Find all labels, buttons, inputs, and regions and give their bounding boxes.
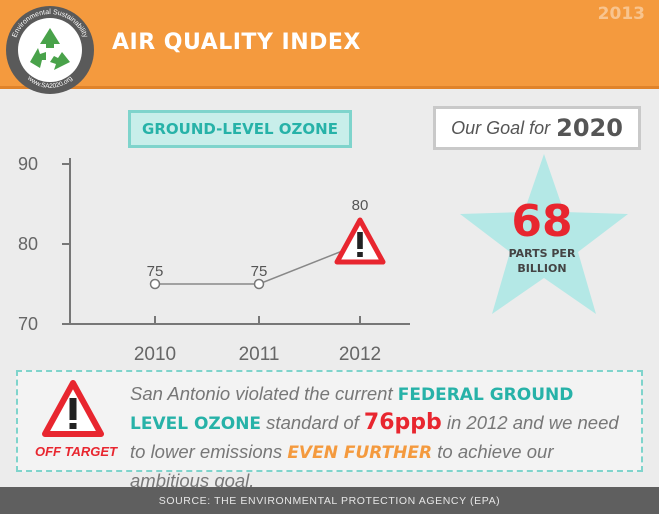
page-title: AIR QUALITY INDEX <box>112 30 361 55</box>
note-text-part4: to achieve our ambitious goal. <box>130 441 554 491</box>
chart-title-box: GROUND-LEVEL OZONE <box>128 110 352 148</box>
footer-source-bar: SOURCE: THE ENVIRONMENTAL PROTECTION AGE… <box>0 487 659 514</box>
chart-title: GROUND-LEVEL OZONE <box>142 120 338 138</box>
goal-unit: PARTS PER BILLION <box>490 246 594 276</box>
header-banner: 2013 AIR QUALITY INDEX <box>0 0 659 89</box>
report-year: 2013 <box>597 4 645 24</box>
note-text-part3: in 2012 and we need to lower emissions <box>130 412 619 462</box>
x-tick-label: 2010 <box>134 344 176 365</box>
note-text-part1: San Antonio violated the current <box>130 383 398 404</box>
data-label: 80 <box>352 197 369 214</box>
y-tick-label: 90 <box>18 154 38 174</box>
note-highlight-standard: FEDERAL GROUND LEVEL OZONE <box>130 385 574 434</box>
note-highlight-ppb: 76ppb <box>363 410 442 435</box>
data-point <box>149 278 161 290</box>
y-tick-label: 70 <box>18 314 38 334</box>
warning-triangle-icon <box>42 380 104 437</box>
data-label: 75 <box>251 263 268 280</box>
goal-year: 2020 <box>556 114 623 142</box>
note-text-part2: standard of <box>261 412 364 433</box>
goal-unit-line1: PARTS PER <box>508 247 576 260</box>
note-text: San Antonio violated the current FEDERAL… <box>130 380 630 494</box>
note-highlight-further: EVEN FURTHER <box>287 443 433 463</box>
off-target-note: OFF TARGET San Antonio violated the curr… <box>16 370 643 491</box>
source-text: SOURCE: THE ENVIRONMENTAL PROTECTION AGE… <box>158 494 501 507</box>
goal-box: Our Goal for 2020 <box>433 106 641 150</box>
warning-bar <box>357 232 363 249</box>
off-target-badge: OFF TARGET <box>34 444 118 459</box>
y-tick-label: 80 <box>18 234 38 254</box>
goal-value: 68 <box>511 196 573 247</box>
goal-star-icon <box>460 154 628 314</box>
x-tick-label: 2012 <box>339 344 381 365</box>
data-point <box>253 278 265 290</box>
data-label: 75 <box>147 263 164 280</box>
goal-unit-line2: BILLION <box>517 262 567 275</box>
goal-label: Our Goal for <box>451 117 551 138</box>
x-tick-label: 2011 <box>239 344 280 365</box>
warning-dot <box>357 252 363 257</box>
recycle-logo-icon: Environmental Sustainability www.SA2020.… <box>6 6 94 94</box>
ozone-line-chart: 90 80 70 2010 2011 2012 75 75 80 <box>18 154 410 365</box>
